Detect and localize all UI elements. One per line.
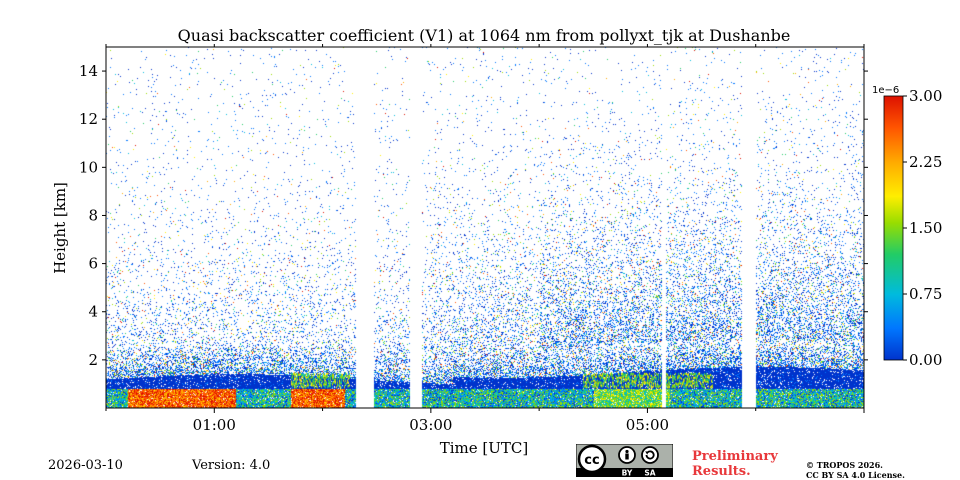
y-axis: 2 4 6 8 10 12 14: [79, 62, 868, 369]
colorbar-tick-label: 1.50: [909, 219, 942, 237]
preliminary-line-2: Results.: [692, 464, 751, 479]
heatmap-image: [106, 47, 864, 408]
colorbar-scale-label: 1e−6: [872, 85, 899, 96]
x-axis: 01:00 03:00 05:00: [105, 44, 865, 434]
x-tick-label: 01:00: [193, 416, 236, 434]
sa-label: SA: [644, 469, 655, 478]
y-tick-label: 10: [79, 158, 98, 176]
x-tick-label: 05:00: [626, 416, 669, 434]
y-tick-label: 8: [88, 206, 98, 224]
colorbar-ticks: 0.00 0.75 1.50 2.25 3.00: [903, 87, 942, 369]
copyright-notice: © TROPOS 2026. CC BY SA 4.0 License.: [806, 460, 905, 480]
colorbar: [883, 95, 904, 361]
preliminary-line-1: Preliminary: [692, 449, 778, 464]
cc-license-badge: cc BY SA: [576, 444, 673, 477]
y-tick-label: 6: [88, 255, 98, 273]
version-label: Version: 4.0: [192, 458, 271, 473]
y-axis-label: Height [km]: [51, 182, 69, 274]
y-tick-label: 14: [79, 62, 98, 80]
colorbar-tick-label: 0.00: [909, 351, 942, 369]
cc-icon: [577, 444, 607, 474]
chart-title: Quasi backscatter coefficient (V1) at 10…: [178, 26, 791, 45]
y-tick-label: 12: [79, 110, 98, 128]
cc-text: cc: [584, 453, 599, 468]
copyright-line-2: CC BY SA 4.0 License.: [806, 470, 905, 480]
colorbar-tick-label: 0.75: [909, 285, 942, 303]
y-tick-label: 4: [88, 303, 98, 321]
y-tick-label: 2: [88, 351, 98, 369]
x-tick-label: 03:00: [409, 416, 452, 434]
sa-icon: [641, 446, 659, 464]
preliminary-notice: Preliminary Results.: [692, 449, 778, 479]
copyright-line-1: © TROPOS 2026.: [806, 460, 883, 470]
by-label: BY: [622, 469, 633, 478]
colorbar-tick-label: 2.25: [909, 153, 942, 171]
backscatter-heatmap: [106, 47, 864, 408]
colorbar-tick-label: 3.00: [909, 87, 942, 105]
x-axis-label: Time [UTC]: [440, 439, 529, 457]
plot-frame: [105, 46, 865, 409]
date-label: 2026-03-10: [48, 458, 123, 473]
